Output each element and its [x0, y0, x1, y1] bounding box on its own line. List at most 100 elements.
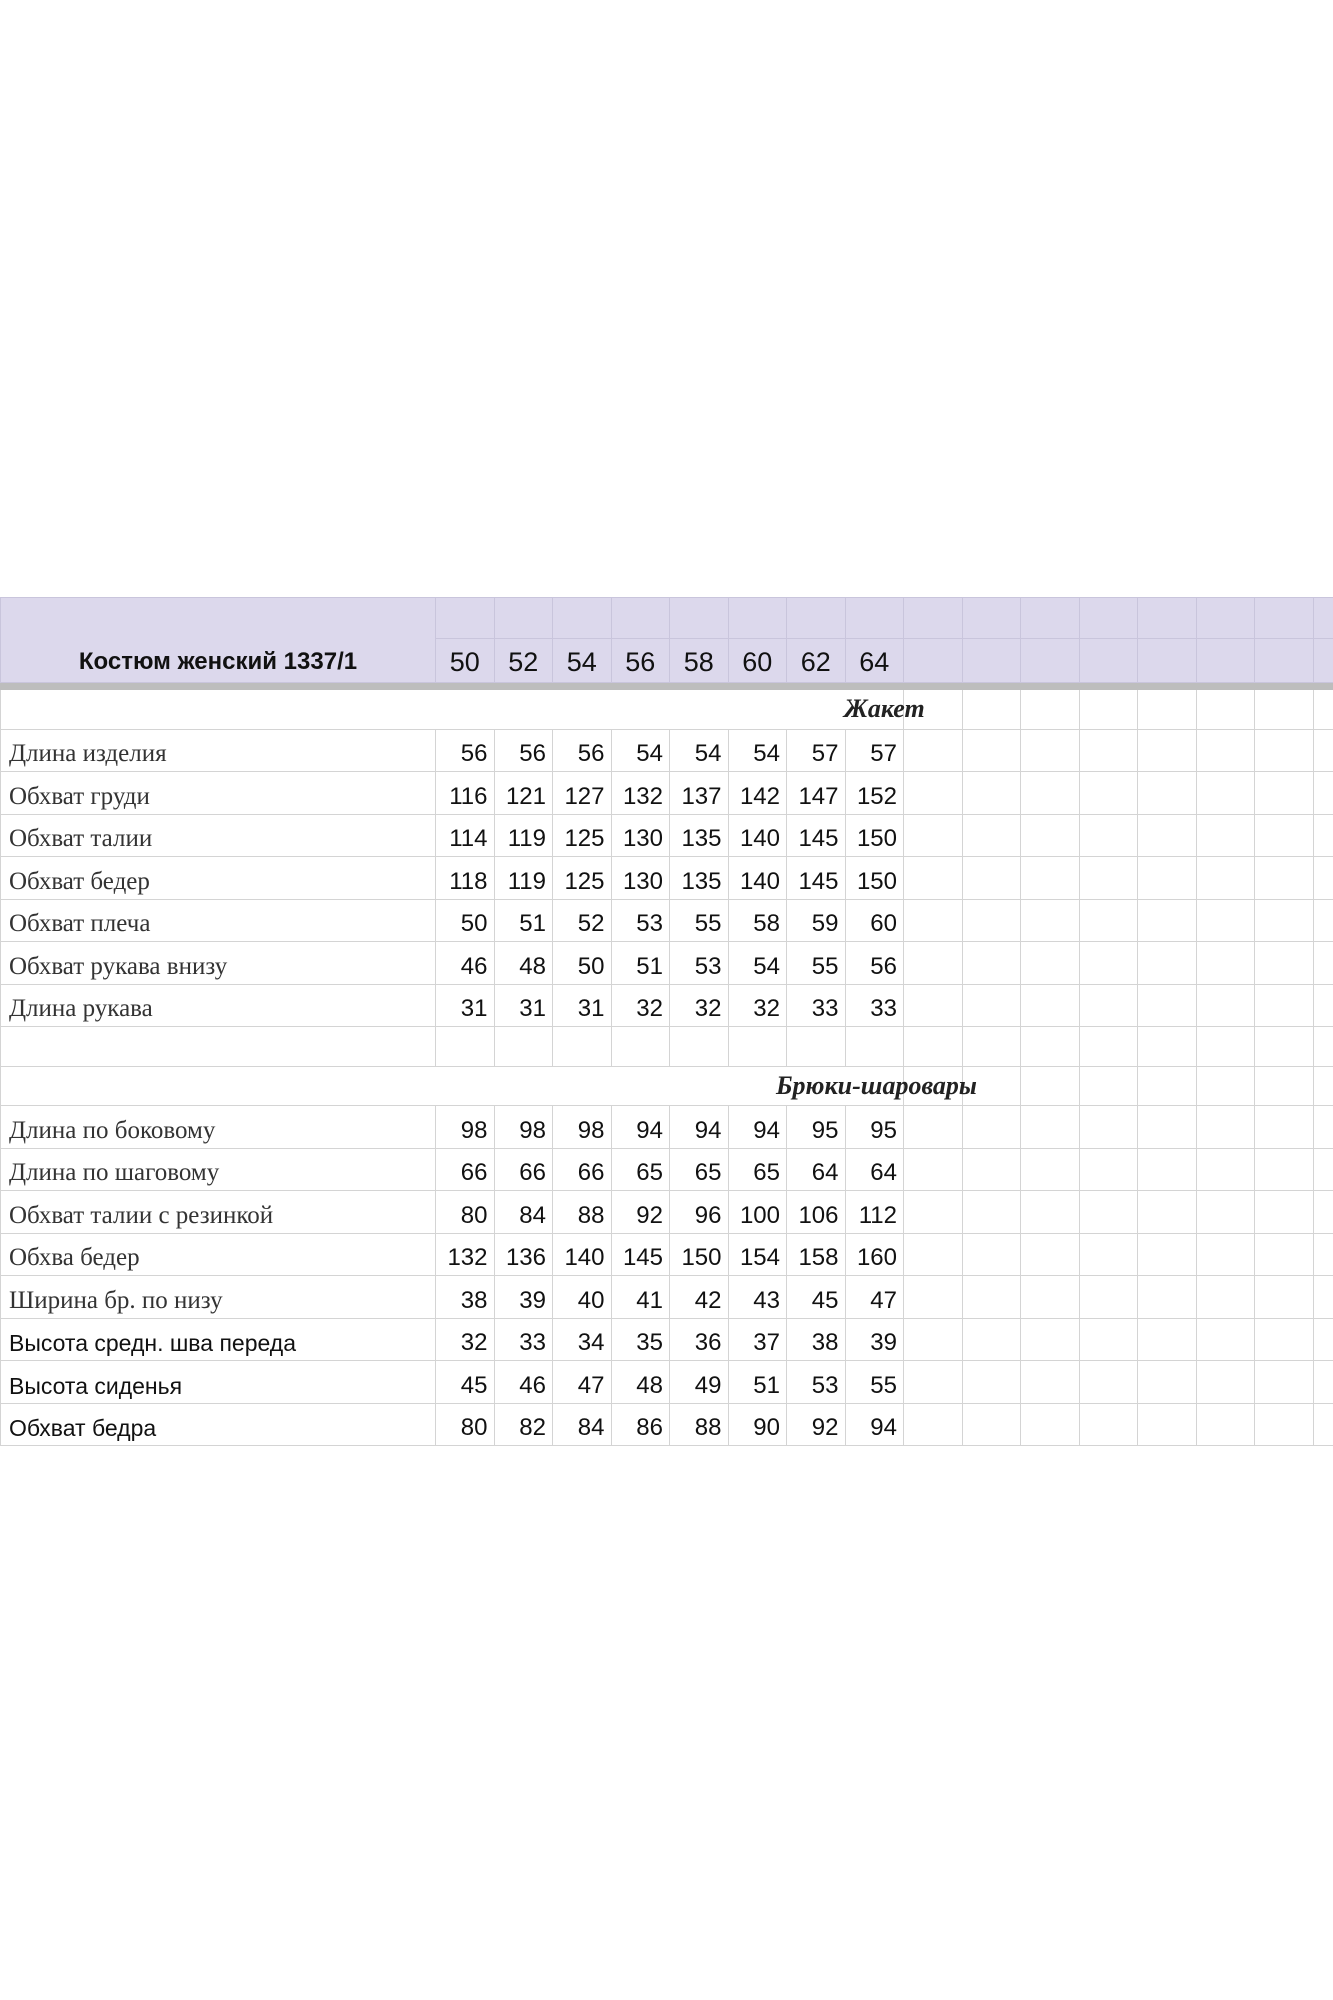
measurement-value[interactable]: 32	[727, 983, 787, 1027]
empty-cell[interactable]	[961, 1190, 1021, 1234]
measurement-value[interactable]: 94	[844, 1402, 904, 1446]
measurement-label[interactable]: Высота сиденья	[0, 1360, 436, 1404]
empty-cell[interactable]	[1195, 856, 1255, 900]
measurement-value[interactable]: 65	[727, 1147, 787, 1191]
empty-cell[interactable]	[1195, 1360, 1255, 1404]
empty-cell[interactable]	[1137, 1065, 1197, 1106]
empty-cell[interactable]	[903, 856, 963, 900]
empty-cell[interactable]	[1137, 689, 1197, 730]
empty-cell[interactable]	[961, 1105, 1021, 1149]
measurement-value[interactable]: 116	[435, 771, 495, 815]
empty-cell[interactable]	[1312, 1360, 1333, 1404]
measurement-value[interactable]: 130	[610, 856, 670, 900]
empty-cell[interactable]	[1020, 638, 1080, 683]
measurement-value[interactable]: 140	[552, 1232, 612, 1276]
measurement-value[interactable]: 80	[435, 1190, 495, 1234]
empty-cell[interactable]	[1078, 1026, 1138, 1067]
empty-cell[interactable]	[1254, 638, 1314, 683]
measurement-value[interactable]: 51	[610, 941, 670, 985]
empty-cell[interactable]	[1195, 771, 1255, 815]
measurement-value[interactable]: 56	[552, 728, 612, 772]
measurement-value[interactable]: 94	[669, 1105, 729, 1149]
measurement-label[interactable]: Обхват талии	[0, 813, 436, 857]
measurement-value[interactable]: 45	[435, 1360, 495, 1404]
measurement-value[interactable]: 112	[844, 1190, 904, 1234]
empty-cell[interactable]	[1020, 1065, 1080, 1106]
measurement-value[interactable]: 50	[552, 941, 612, 985]
empty-cell[interactable]	[1254, 898, 1314, 942]
empty-cell[interactable]	[1137, 771, 1197, 815]
measurement-value[interactable]: 33	[493, 1317, 553, 1361]
measurement-value[interactable]: 55	[669, 898, 729, 942]
empty-cell[interactable]	[961, 1147, 1021, 1191]
measurement-value[interactable]: 54	[610, 728, 670, 772]
measurement-value[interactable]: 114	[435, 813, 495, 857]
empty-cell[interactable]	[0, 1026, 436, 1067]
empty-cell[interactable]	[1078, 1065, 1138, 1106]
empty-cell[interactable]	[1137, 1190, 1197, 1234]
empty-cell[interactable]	[1020, 1147, 1080, 1191]
measurement-value[interactable]: 82	[493, 1402, 553, 1446]
measurement-label[interactable]: Обхват рукава внизу	[0, 941, 436, 985]
empty-cell[interactable]	[727, 597, 787, 639]
empty-cell[interactable]	[1312, 1026, 1333, 1067]
empty-cell[interactable]	[844, 597, 904, 639]
size-header[interactable]: 62	[786, 638, 846, 683]
measurement-value[interactable]: 56	[435, 728, 495, 772]
measurement-value[interactable]: 140	[727, 856, 787, 900]
empty-cell[interactable]	[1254, 728, 1314, 772]
empty-cell[interactable]	[1020, 1232, 1080, 1276]
empty-cell[interactable]	[1254, 813, 1314, 857]
empty-cell[interactable]	[1312, 1147, 1333, 1191]
empty-cell[interactable]	[1312, 1317, 1333, 1361]
empty-cell[interactable]	[1078, 1190, 1138, 1234]
empty-cell[interactable]	[1137, 856, 1197, 900]
measurement-value[interactable]: 84	[552, 1402, 612, 1446]
empty-cell[interactable]	[669, 597, 729, 639]
measurement-value[interactable]: 154	[727, 1232, 787, 1276]
empty-cell[interactable]	[1254, 941, 1314, 985]
empty-cell[interactable]	[1137, 638, 1197, 683]
measurement-value[interactable]: 90	[727, 1402, 787, 1446]
measurement-value[interactable]: 80	[435, 1402, 495, 1446]
empty-cell[interactable]	[435, 1026, 495, 1067]
empty-cell[interactable]	[1078, 813, 1138, 857]
empty-cell[interactable]	[1312, 856, 1333, 900]
measurement-value[interactable]: 39	[844, 1317, 904, 1361]
empty-cell[interactable]	[903, 1147, 963, 1191]
empty-cell[interactable]	[1078, 771, 1138, 815]
empty-cell[interactable]	[1312, 1065, 1333, 1106]
measurement-value[interactable]: 59	[786, 898, 846, 942]
measurement-value[interactable]: 31	[493, 983, 553, 1027]
empty-cell[interactable]	[1020, 1402, 1080, 1446]
measurement-value[interactable]: 119	[493, 856, 553, 900]
empty-cell[interactable]	[903, 941, 963, 985]
measurement-value[interactable]: 158	[786, 1232, 846, 1276]
empty-cell[interactable]	[1137, 728, 1197, 772]
empty-cell[interactable]	[1254, 1065, 1314, 1106]
empty-cell[interactable]	[1254, 1190, 1314, 1234]
empty-cell[interactable]	[552, 597, 612, 639]
empty-cell[interactable]	[1078, 1275, 1138, 1319]
measurement-value[interactable]: 94	[610, 1105, 670, 1149]
empty-cell[interactable]	[786, 1026, 846, 1067]
empty-cell[interactable]	[903, 1317, 963, 1361]
empty-cell[interactable]	[1312, 941, 1333, 985]
measurement-value[interactable]: 119	[493, 813, 553, 857]
measurement-label[interactable]: Обхват плеча	[0, 898, 436, 942]
size-header[interactable]: 64	[844, 638, 904, 683]
empty-cell[interactable]	[1020, 597, 1080, 639]
empty-cell[interactable]	[1312, 1105, 1333, 1149]
measurement-value[interactable]: 125	[552, 813, 612, 857]
measurement-value[interactable]: 53	[669, 941, 729, 985]
empty-cell[interactable]	[1195, 983, 1255, 1027]
measurement-value[interactable]: 130	[610, 813, 670, 857]
measurement-value[interactable]: 50	[435, 898, 495, 942]
measurement-value[interactable]: 46	[435, 941, 495, 985]
measurement-value[interactable]: 86	[610, 1402, 670, 1446]
empty-cell[interactable]	[1312, 638, 1333, 683]
measurement-value[interactable]: 53	[786, 1360, 846, 1404]
empty-cell[interactable]	[435, 597, 495, 639]
empty-cell[interactable]	[903, 1105, 963, 1149]
measurement-value[interactable]: 34	[552, 1317, 612, 1361]
